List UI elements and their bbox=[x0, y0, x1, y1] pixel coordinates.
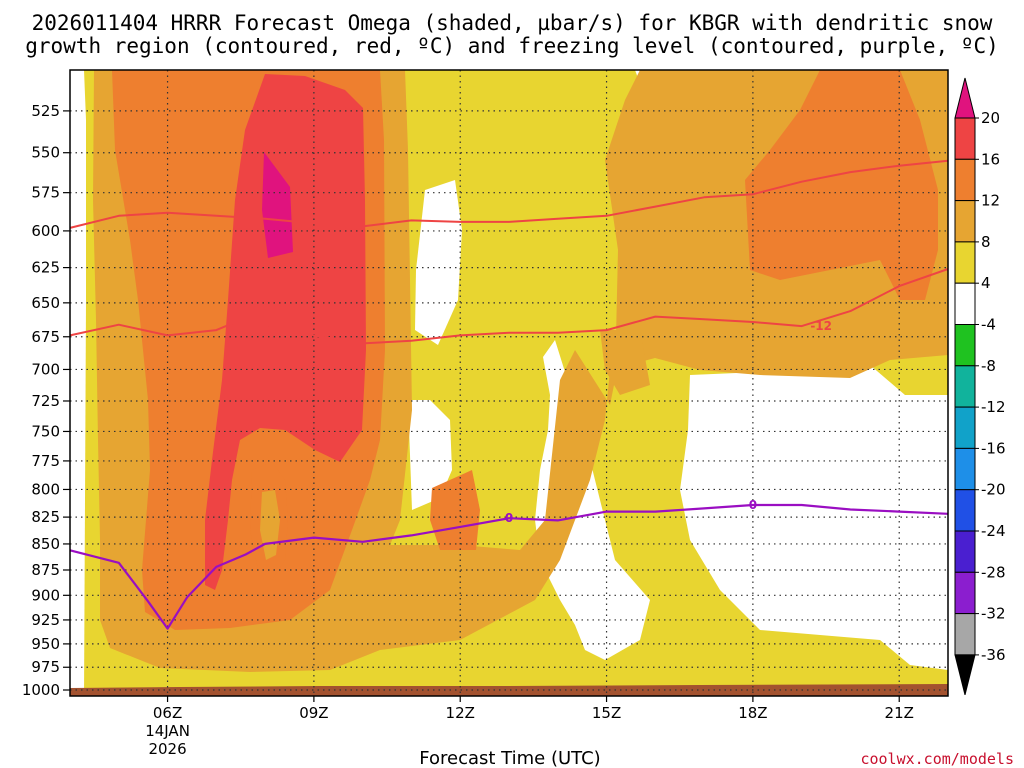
y-tick-label: 700 bbox=[31, 360, 60, 378]
colorbar-label: -8 bbox=[981, 357, 996, 375]
plot-frame bbox=[69, 69, 949, 697]
omega-region-16-to-20 bbox=[205, 74, 366, 590]
omega-region-8-to-12 bbox=[600, 330, 650, 395]
colorbar-bottom-triangle bbox=[954, 654, 976, 696]
freezing-level-label-0: 0 bbox=[749, 498, 757, 512]
colorbar-bin bbox=[954, 365, 976, 408]
colorbar-bin bbox=[954, 241, 976, 284]
x-axis-label: Forecast Time (UTC) bbox=[419, 748, 600, 768]
y-tick-label: 1000 bbox=[22, 681, 60, 699]
y-tick-label: 575 bbox=[31, 184, 60, 202]
omega-region-near-zero bbox=[408, 400, 452, 510]
colorbar-label: -36 bbox=[981, 646, 1006, 664]
y-tick-label: 950 bbox=[31, 635, 60, 653]
colorbar-bin bbox=[954, 324, 976, 367]
x-tick-label: 06Z bbox=[153, 704, 182, 722]
colorbar-label: 16 bbox=[981, 150, 1000, 168]
colorbar-label: -32 bbox=[981, 605, 1006, 623]
y-axis: 525 550 575 600 625 650 675 700 725 750 775 800 825 8… bbox=[22, 102, 70, 699]
y-tick-label: 625 bbox=[31, 259, 60, 277]
x-tick-label: 09Z bbox=[299, 704, 328, 722]
colorbar-label: -28 bbox=[981, 563, 1006, 581]
colorbar-bin bbox=[954, 571, 976, 615]
chart-title-line-2: growth region (contoured, red, ºC) and f… bbox=[25, 34, 999, 58]
omega-region-12-to-16 bbox=[745, 70, 938, 300]
colorbar-top-triangle bbox=[954, 77, 976, 119]
y-tick-label: 825 bbox=[31, 508, 60, 526]
dgz-bottom-contour-label: -12 bbox=[810, 319, 832, 333]
colorbar-bin bbox=[954, 282, 976, 326]
colorbar-bin bbox=[954, 158, 976, 202]
y-tick-label: 750 bbox=[31, 422, 60, 440]
y-tick-label: 925 bbox=[31, 611, 60, 629]
colorbar-bin bbox=[954, 447, 976, 491]
freezing-level-contour bbox=[69, 503, 949, 630]
x-tick-year-label: 2026 bbox=[148, 740, 186, 758]
colorbar-bin bbox=[954, 530, 976, 573]
colorbar-label: 8 bbox=[981, 233, 991, 251]
colorbar-label: -4 bbox=[981, 316, 996, 334]
y-tick-label: 650 bbox=[31, 294, 60, 312]
x-tick-label: 21Z bbox=[885, 704, 914, 722]
y-tick-label: 850 bbox=[31, 535, 60, 553]
dgz-top-contour bbox=[69, 159, 949, 229]
colorbar-bin bbox=[954, 117, 976, 160]
x-tick-label: 15Z bbox=[592, 704, 621, 722]
colorbar-label: 4 bbox=[981, 274, 991, 292]
colorbar-label: -24 bbox=[981, 522, 1006, 540]
plot-area: -12 0 0 bbox=[69, 69, 949, 700]
omega-region-near-zero bbox=[70, 70, 86, 700]
x-tick-label: 18Z bbox=[738, 704, 767, 722]
dgz-bottom-contour bbox=[69, 268, 949, 345]
y-tick-label: 525 bbox=[31, 102, 60, 120]
x-tick-date-label: 14JAN bbox=[145, 722, 190, 740]
y-tick-label: 900 bbox=[31, 586, 60, 604]
colorbar-label: -20 bbox=[981, 481, 1006, 499]
y-tick-label: 600 bbox=[31, 222, 60, 240]
y-tick-label: 725 bbox=[31, 392, 60, 410]
colorbar-bin bbox=[954, 406, 976, 449]
colorbar-label: 12 bbox=[981, 192, 1000, 210]
colorbar-label: 20 bbox=[981, 109, 1000, 127]
gridlines bbox=[70, 70, 948, 696]
ground-surface bbox=[70, 684, 948, 696]
colorbar: 20 16 12 8 4 -4 -8 -12 -16 -20 -24 -28 -32 -36 bbox=[954, 77, 1006, 696]
y-tick-label: 550 bbox=[31, 144, 60, 162]
contours: -12 0 0 bbox=[69, 159, 949, 630]
colorbar-label: -12 bbox=[981, 398, 1006, 416]
chart-title-line-1: 2026011404 HRRR Forecast Omega (shaded, … bbox=[32, 11, 993, 35]
y-tick-label: 975 bbox=[31, 658, 60, 676]
credit-text: coolwx.com/models bbox=[860, 750, 1014, 768]
colorbar-bin bbox=[954, 200, 976, 243]
freezing-level-label-0: 0 bbox=[505, 511, 513, 525]
y-tick-label: 800 bbox=[31, 480, 60, 498]
y-tick-label: 875 bbox=[31, 561, 60, 579]
y-tick-label: 675 bbox=[31, 328, 60, 346]
colorbar-label: -16 bbox=[981, 439, 1006, 457]
x-tick-label: 12Z bbox=[446, 704, 475, 722]
y-tick-label: 775 bbox=[31, 452, 60, 470]
colorbar-bin bbox=[954, 489, 976, 532]
colorbar-bin bbox=[954, 613, 976, 656]
omega-region-near-zero bbox=[808, 392, 880, 450]
